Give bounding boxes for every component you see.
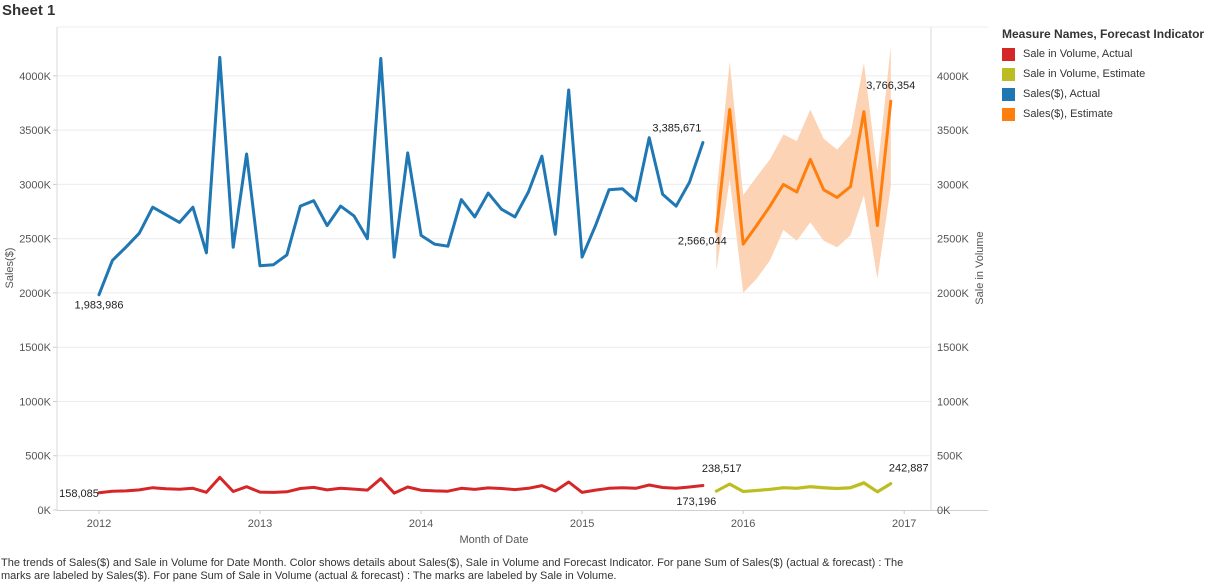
legend-label: Sale in Volume, Estimate [1023,68,1146,80]
y-tick-label: 4000K [19,71,51,83]
y-tick-label-right: 4000K [937,71,969,83]
x-axis-title: Month of Date [459,534,528,546]
chart-caption: The trends of Sales($) and Sale in Volum… [1,557,904,582]
legend-swatch [1002,47,1015,61]
data-label: 173,196 [676,496,716,508]
data-label: 238,517 [702,463,742,475]
legend-item-volume-estimate[interactable]: Sale in Volume, Estimate [1002,64,1208,84]
y-tick-label: 1000K [19,396,51,408]
data-label: 3,385,671 [652,123,701,135]
forecast-band [716,46,891,293]
x-tick-label: 2014 [409,518,433,530]
y-tick-label-right: 500K [937,451,963,463]
x-tick-label: 2017 [892,518,916,530]
legend-swatch [1002,67,1015,81]
legend-label: Sale in Volume, Actual [1023,48,1133,60]
series-line [714,481,893,494]
y-tick-label: 3500K [19,125,51,137]
legend-title: Measure Names, Forecast Indicator [1002,27,1205,41]
data-label: 3,766,354 [866,80,915,92]
legend-item-volume-actual[interactable]: Sale in Volume, Actual [1002,44,1208,64]
y-tick-label: 2000K [19,288,51,300]
y-axis-title-right: Sale in Volume [974,231,986,304]
y-tick-label: 1500K [19,342,51,354]
y-tick-label: 3000K [19,179,51,191]
y-tick-label-right: 2500K [937,234,969,246]
y-tick-label-right: 3000K [937,179,969,191]
data-label: 1,983,986 [75,300,124,312]
series-line [714,99,893,246]
y-tick-label-right: 3500K [937,125,969,137]
y-axis-title: Sales($) [4,248,16,289]
legend-swatch [1002,87,1015,101]
y-tick-label: 500K [25,451,51,463]
y-tick-label: 2500K [19,234,51,246]
legend-swatch [1002,107,1015,121]
y-tick-label-right: 0K [937,505,951,517]
x-tick-label: 2015 [570,518,594,530]
x-tick-label: 2012 [87,518,111,530]
sheet-title: Sheet 1 [2,2,56,19]
data-label: 2,566,044 [678,235,727,247]
x-tick-label: 2013 [248,518,272,530]
y-tick-label: 0K [38,505,52,517]
line-chart: 0K 0K 500K 500K 1000K 1000K 1500K 1500K 2000K 200… [4,26,988,546]
series-line [97,475,705,495]
legend-label: Sales($), Estimate [1023,108,1113,120]
legend-item-sales-estimate[interactable]: Sales($), Estimate [1002,104,1208,124]
legend-item-sales-actual[interactable]: Sales($), Actual [1002,84,1208,104]
y-tick-label-right: 1500K [937,342,969,354]
data-label: 242,887 [889,463,929,475]
y-tick-label-right: 1000K [937,396,969,408]
x-tick-label: 2016 [731,518,755,530]
legend: Measure Names, Forecast Indicator Sale i… [1002,27,1208,124]
series-line [97,55,705,297]
data-label: 158,085 [59,488,99,500]
legend-label: Sales($), Actual [1023,88,1101,100]
y-tick-label-right: 2000K [937,288,969,300]
